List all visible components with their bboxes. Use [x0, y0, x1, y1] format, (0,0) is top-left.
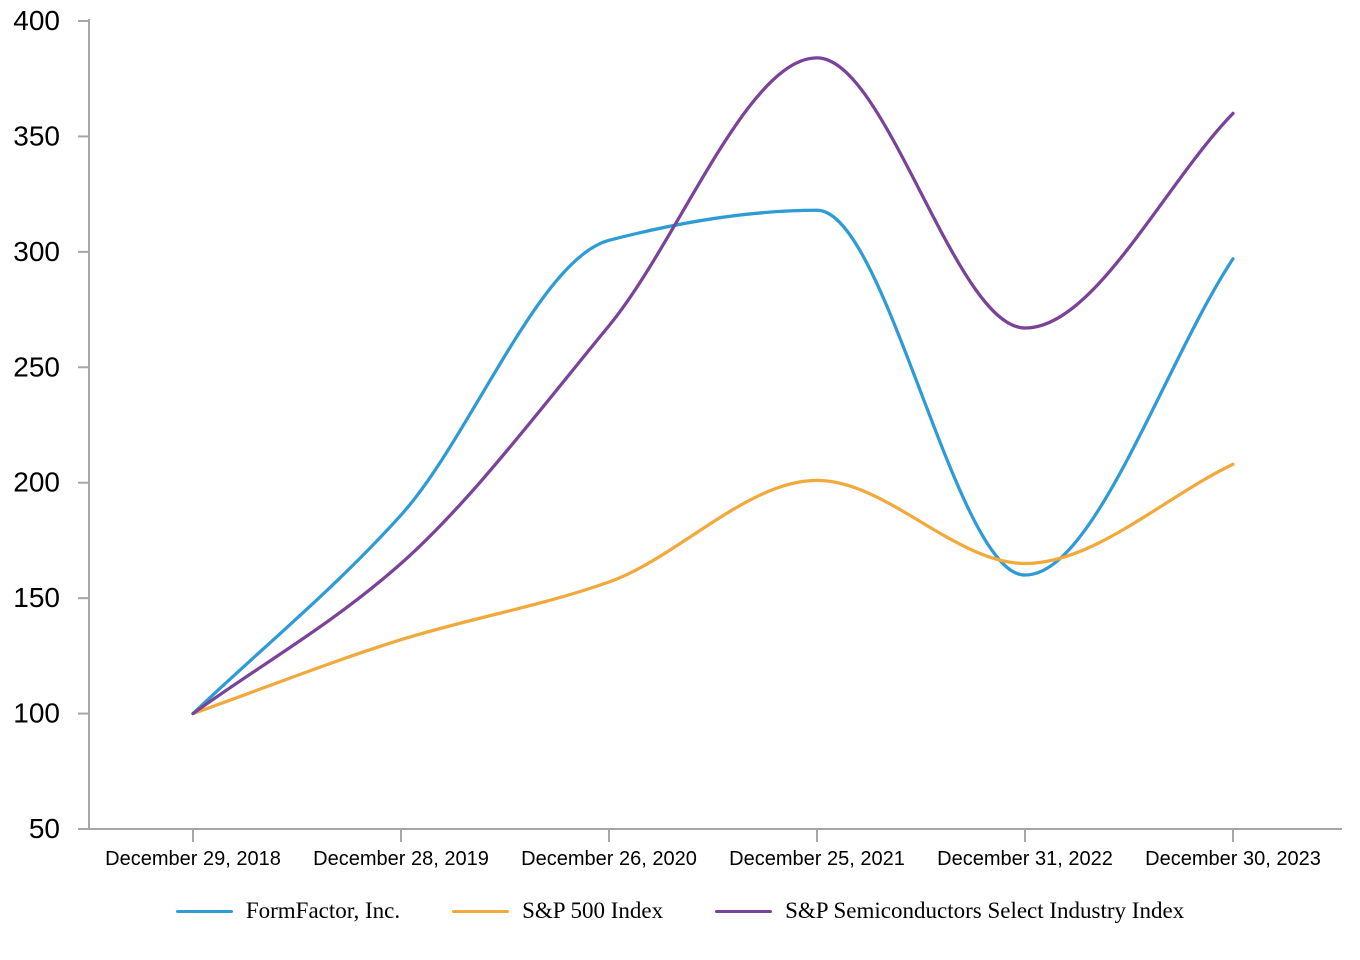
- y-tick-label: 150: [13, 582, 60, 613]
- x-tick-label: December 26, 2020: [521, 848, 697, 870]
- series-line-s-p-semiconductors-select-industry-index: [191, 56, 1235, 716]
- chart-legend: FormFactor, Inc. S&P 500 Index S&P Semic…: [0, 898, 1360, 924]
- legend-label-sp500: S&P 500 Index: [522, 898, 664, 923]
- x-tick-label: December 30, 2023: [1145, 848, 1321, 870]
- legend-item-formfactor: FormFactor, Inc.: [175, 898, 401, 924]
- y-tick-label: 400: [13, 5, 60, 36]
- legend-item-sp500: S&P 500 Index: [452, 898, 663, 924]
- x-tick-label: December 31, 2022: [937, 848, 1113, 870]
- legend-label-sp-semiconductors: S&P Semiconductors Select Industry Index: [785, 898, 1185, 923]
- series-line-s-p-500-index: [191, 462, 1235, 716]
- axis-lines: [88, 19, 1342, 830]
- y-tick-label: 100: [13, 698, 60, 729]
- legend-item-sp-semiconductors: S&P Semiconductors Select Industry Index: [715, 898, 1184, 924]
- y-tick-label: 350: [13, 120, 60, 151]
- y-tick-label: 200: [13, 467, 60, 498]
- x-tick-label: December 28, 2019: [313, 848, 489, 870]
- series-line-formfactor-inc: [191, 208, 1235, 716]
- x-tick-label: December 29, 2018: [105, 848, 281, 870]
- legend-label-formfactor: FormFactor, Inc.: [245, 898, 401, 923]
- x-tick-label: December 25, 2021: [729, 848, 905, 870]
- y-tick-label: 50: [29, 813, 60, 844]
- legend-swatch-formfactor: [175, 909, 233, 913]
- legend-swatch-sp500: [452, 909, 510, 913]
- y-tick-label: 300: [13, 236, 60, 267]
- legend-swatch-sp-semiconductors: [715, 909, 773, 913]
- y-tick-label: 250: [13, 351, 60, 382]
